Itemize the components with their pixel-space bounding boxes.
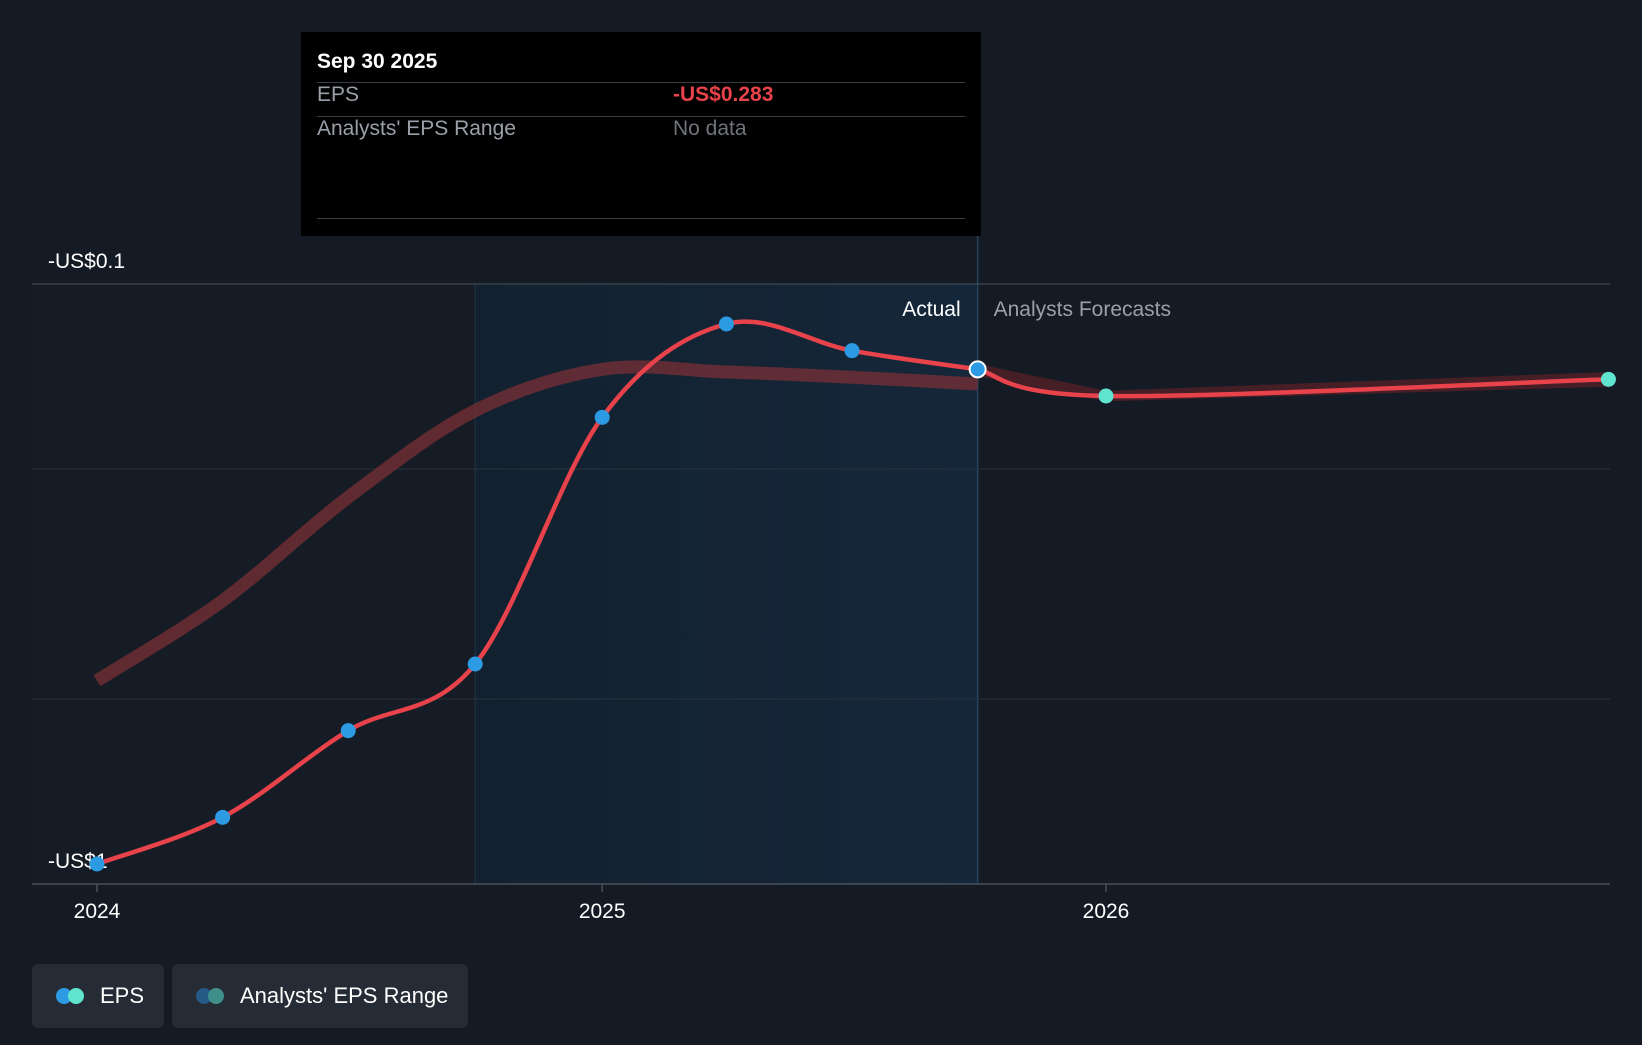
eps-point[interactable]: [718, 316, 734, 332]
tooltip-eps-label: EPS: [317, 83, 360, 106]
hover-tooltip: Sep 30 2025 EPS -US$0.283 Analysts' EPS …: [301, 32, 981, 236]
eps-point[interactable]: [89, 856, 105, 872]
x-tick-label: 2025: [579, 900, 626, 923]
legend-item-eps[interactable]: EPS: [32, 964, 164, 1028]
past-forecast-trend: [93, 360, 978, 687]
x-tick-label: 2026: [1083, 900, 1130, 923]
actual-section-label: Actual: [902, 298, 960, 321]
legend-range-label: Analysts' EPS Range: [240, 983, 449, 1008]
analysts-range-band: [977, 364, 1609, 402]
tooltip-divider: [317, 82, 965, 83]
eps-forecast-point[interactable]: [1600, 371, 1616, 387]
eps-point[interactable]: [467, 656, 483, 672]
tooltip-eps-value: -US$0.283: [673, 83, 774, 106]
eps-point[interactable]: [844, 343, 860, 359]
tooltip-range-value: No data: [673, 117, 747, 140]
eps-point-selected[interactable]: [968, 360, 987, 379]
tooltip-range-label: Analysts' EPS Range: [317, 117, 516, 140]
eps-point[interactable]: [340, 723, 356, 739]
eps-forecast-line: [975, 367, 1611, 399]
eps-point[interactable]: [594, 409, 610, 425]
x-tick-label: 2024: [74, 900, 121, 923]
eps-actual-line: [94, 319, 980, 867]
eps-forecast-point[interactable]: [1098, 388, 1114, 404]
legend-eps-label: EPS: [100, 983, 145, 1008]
tooltip-divider: [317, 116, 965, 117]
eps-point[interactable]: [215, 809, 231, 825]
tooltip-date: Sep 30 2025: [317, 50, 438, 73]
forecast-section-label: Analysts Forecasts: [994, 298, 1171, 321]
legend-eps-swatch: [56, 987, 86, 1005]
legend-range-swatch: [196, 987, 226, 1005]
y-tick-label: -US$0.1: [48, 250, 125, 273]
tooltip-divider: [317, 218, 965, 219]
legend-item-range[interactable]: Analysts' EPS Range: [172, 964, 468, 1028]
